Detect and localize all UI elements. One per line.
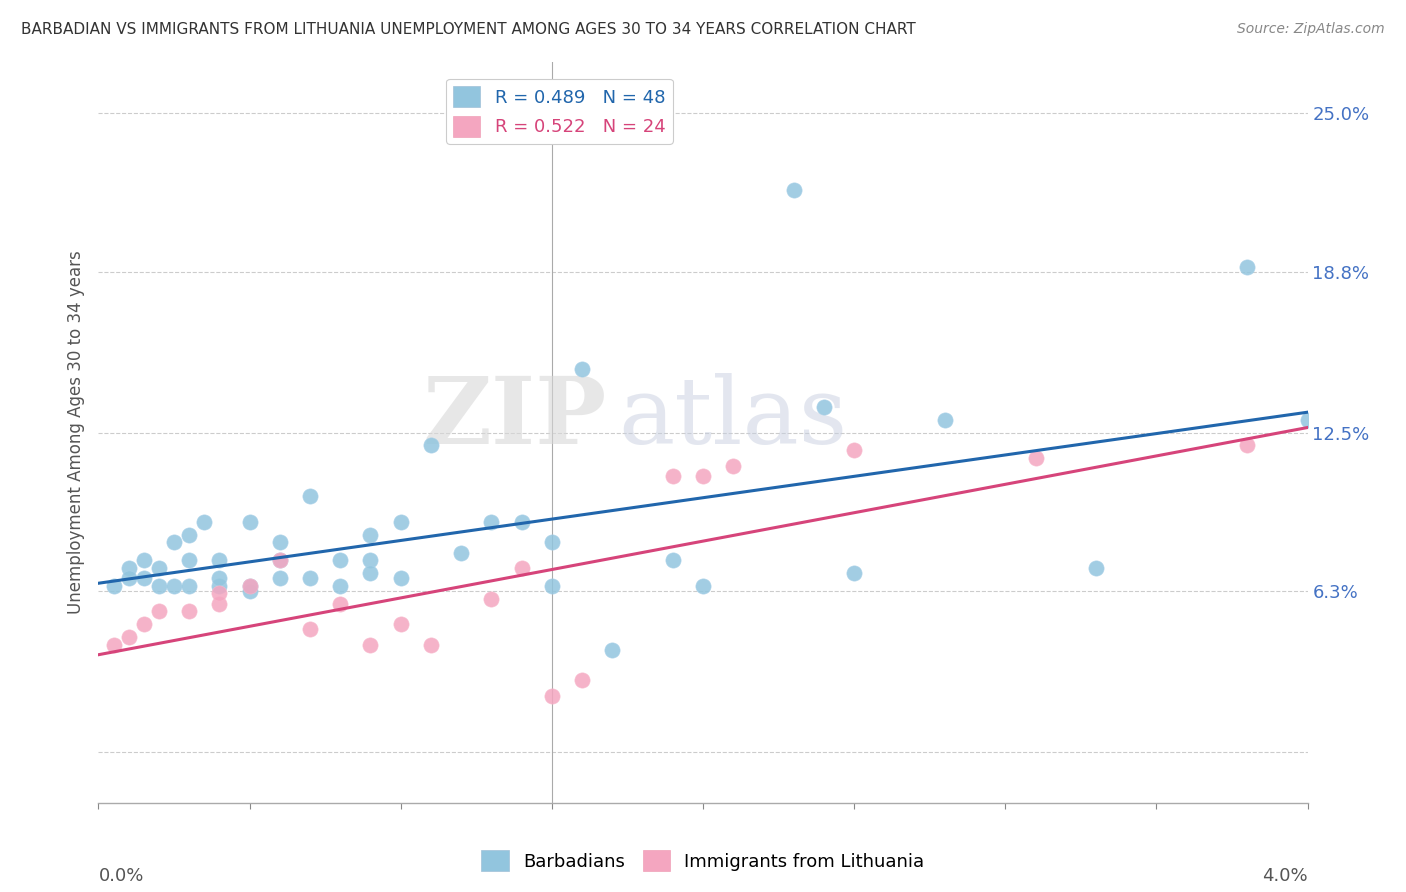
Point [389,617,412,632]
Point [269,553,291,567]
Point [329,597,352,611]
Point [844,443,866,458]
Point [360,553,382,567]
Point [239,579,262,593]
Point [1236,438,1258,452]
Point [103,638,125,652]
Point [783,183,806,197]
Point [844,566,866,580]
Legend: R = 0.489   N = 48, R = 0.522   N = 24: R = 0.489 N = 48, R = 0.522 N = 24 [446,78,672,144]
Point [420,438,443,452]
Point [208,597,231,611]
Point [1025,451,1047,466]
Point [1085,561,1108,575]
Text: 4.0%: 4.0% [1263,867,1308,885]
Point [103,579,125,593]
Point [540,579,562,593]
Point [661,553,683,567]
Point [118,561,141,575]
Point [360,566,382,580]
Point [239,515,262,529]
Point [163,579,186,593]
Point [269,553,291,567]
Point [389,515,412,529]
Point [1296,413,1319,427]
Point [132,617,155,632]
Point [208,579,231,593]
Point [510,561,533,575]
Text: 0.0%: 0.0% [98,867,143,885]
Point [118,630,141,644]
Point [450,546,472,560]
Point [299,490,322,504]
Text: Source: ZipAtlas.com: Source: ZipAtlas.com [1237,22,1385,37]
Point [269,571,291,585]
Point [420,638,443,652]
Point [132,571,155,585]
Point [269,535,291,549]
Text: ZIP: ZIP [422,373,606,463]
Point [148,561,170,575]
Point [360,527,382,541]
Point [692,579,714,593]
Point [571,673,593,688]
Point [118,571,141,585]
Text: BARBADIAN VS IMMIGRANTS FROM LITHUANIA UNEMPLOYMENT AMONG AGES 30 TO 34 YEARS CO: BARBADIAN VS IMMIGRANTS FROM LITHUANIA U… [21,22,915,37]
Point [179,604,201,618]
Point [481,515,503,529]
Point [208,553,231,567]
Point [179,527,201,541]
Legend: Barbadians, Immigrants from Lithuania: Barbadians, Immigrants from Lithuania [474,843,932,879]
Point [239,583,262,598]
Point [208,586,231,600]
Point [239,579,262,593]
Point [208,571,231,585]
Point [723,458,745,473]
Point [179,553,201,567]
Point [540,535,562,549]
Point [602,642,624,657]
Y-axis label: Unemployment Among Ages 30 to 34 years: Unemployment Among Ages 30 to 34 years [66,251,84,615]
Point [299,571,322,585]
Point [193,515,215,529]
Point [329,579,352,593]
Point [179,579,201,593]
Point [163,535,186,549]
Point [510,515,533,529]
Point [813,400,835,414]
Point [329,553,352,567]
Point [389,571,412,585]
Text: atlas: atlas [619,373,848,463]
Point [360,638,382,652]
Point [132,553,155,567]
Point [299,622,322,636]
Point [571,361,593,376]
Point [148,604,170,618]
Point [148,579,170,593]
Point [481,591,503,606]
Point [1236,260,1258,274]
Point [540,689,562,703]
Point [934,413,956,427]
Point [692,469,714,483]
Point [661,469,683,483]
